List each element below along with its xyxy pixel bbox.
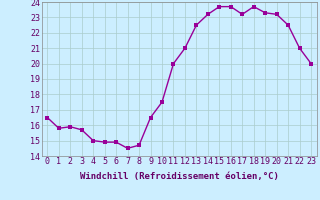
X-axis label: Windchill (Refroidissement éolien,°C): Windchill (Refroidissement éolien,°C) [80, 172, 279, 181]
